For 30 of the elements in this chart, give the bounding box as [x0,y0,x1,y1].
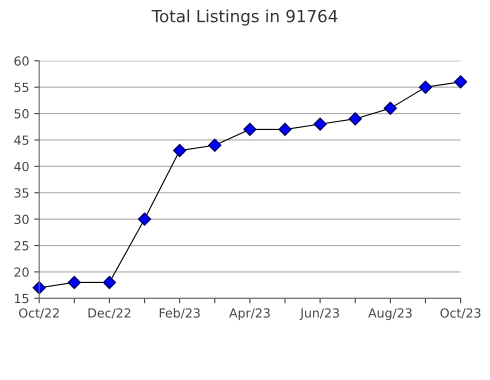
y-tick-label: 20 [14,267,29,277]
point [348,112,362,126]
point [68,276,81,290]
point [102,276,116,290]
y-tick-label: 60 [14,56,29,66]
point [208,138,222,152]
point [138,212,152,226]
chart-title: Total Listings in 91764 [152,10,338,26]
point [278,122,292,136]
x-tick-label: Dec/22 [88,308,130,319]
point [418,80,432,94]
y-tick-label: 55 [14,82,28,92]
x-tick-label: Feb/23 [160,308,200,319]
y-tick-label: 45 [14,136,28,145]
x-tick-label: Oct/23 [440,308,480,319]
point [314,118,327,131]
x-tick-label: Oct/22 [19,308,59,319]
y-tick-label: 50 [14,109,29,119]
y-tick-label: 15 [14,294,28,304]
point [454,75,468,88]
point [384,102,397,115]
y-tick-label: 40 [14,162,29,172]
point [173,144,186,158]
x-tick-label: Apr/23 [229,308,270,320]
x-tick-label: Jun/23 [300,308,339,320]
y-tick-label: 25 [14,240,28,250]
y-tick-label: 30 [14,214,29,224]
y-tick-label: 35 [14,188,28,198]
point [243,122,256,136]
x-tick-label: Aug/23 [368,308,412,320]
